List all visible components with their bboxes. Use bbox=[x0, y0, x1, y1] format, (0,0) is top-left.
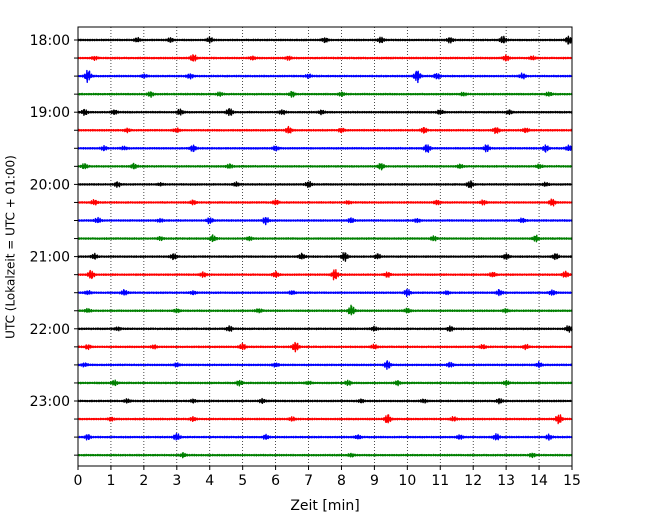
trace-1945 bbox=[77, 162, 573, 171]
x-tick-label: 1 bbox=[106, 473, 115, 489]
x-tick-label: 9 bbox=[370, 473, 379, 489]
grid-layer bbox=[110, 27, 540, 466]
x-tick-label: 3 bbox=[172, 473, 181, 489]
trace-2100 bbox=[77, 252, 573, 262]
trace-1815 bbox=[77, 54, 573, 62]
trace-2300 bbox=[77, 397, 573, 405]
trace-2200 bbox=[77, 325, 573, 333]
y-tick-label: 21:00 bbox=[30, 250, 70, 266]
trace-2145 bbox=[77, 304, 573, 316]
trace-2000 bbox=[77, 180, 573, 189]
y-axis-label: UTC (Lokalzeit = UTC + 01:00) bbox=[4, 155, 18, 339]
x-tick-label: 13 bbox=[497, 473, 515, 489]
trace-2215 bbox=[77, 341, 573, 353]
y-tick-label: 20:00 bbox=[30, 177, 70, 193]
x-tick-label: 14 bbox=[530, 473, 548, 489]
trace-layer bbox=[77, 35, 573, 459]
x-axis-label: Zeit [min] bbox=[290, 498, 359, 514]
trace-2115 bbox=[77, 269, 573, 281]
x-tick-label: 0 bbox=[74, 473, 83, 489]
y-tick-label: 18:00 bbox=[30, 33, 70, 49]
trace-1845 bbox=[77, 90, 573, 98]
y-tick-label: 23:00 bbox=[30, 394, 70, 410]
trace-2030 bbox=[77, 216, 573, 226]
trace-1930 bbox=[77, 144, 573, 153]
x-tick-label: 10 bbox=[398, 473, 416, 489]
x-tick-label: 5 bbox=[238, 473, 247, 489]
trace-2130 bbox=[77, 288, 573, 298]
trace-2015 bbox=[77, 198, 573, 207]
trace-2315 bbox=[77, 414, 573, 425]
trace-2245 bbox=[77, 379, 573, 387]
plot-frame bbox=[77, 26, 573, 467]
trace-2230 bbox=[77, 360, 573, 370]
x-axis-ticks: 0 1 2 3 4 5 6 7 8 9 10 11 12 13 14 15 bbox=[74, 466, 581, 489]
trace-2345 bbox=[77, 451, 573, 459]
x-tick-label: 2 bbox=[139, 473, 148, 489]
x-tick-label: 4 bbox=[205, 473, 214, 489]
trace-2045 bbox=[77, 234, 573, 243]
x-tick-label: 11 bbox=[431, 473, 449, 489]
trace-1900 bbox=[77, 108, 573, 117]
y-tick-label: 19:00 bbox=[30, 105, 70, 121]
x-tick-label: 12 bbox=[464, 473, 482, 489]
trace-1800 bbox=[77, 35, 573, 45]
trace-1830 bbox=[77, 69, 573, 84]
y-axis-ticks: 18:00 19:00 20:00 21:00 22:00 23:00 bbox=[30, 33, 78, 456]
y-tick-label: 22:00 bbox=[30, 322, 70, 338]
x-tick-label: 15 bbox=[563, 473, 581, 489]
trace-1915 bbox=[77, 125, 573, 135]
x-tick-label: 8 bbox=[337, 473, 346, 489]
x-tick-label: 6 bbox=[271, 473, 280, 489]
trace-2330 bbox=[77, 433, 573, 441]
x-tick-label: 7 bbox=[304, 473, 313, 489]
